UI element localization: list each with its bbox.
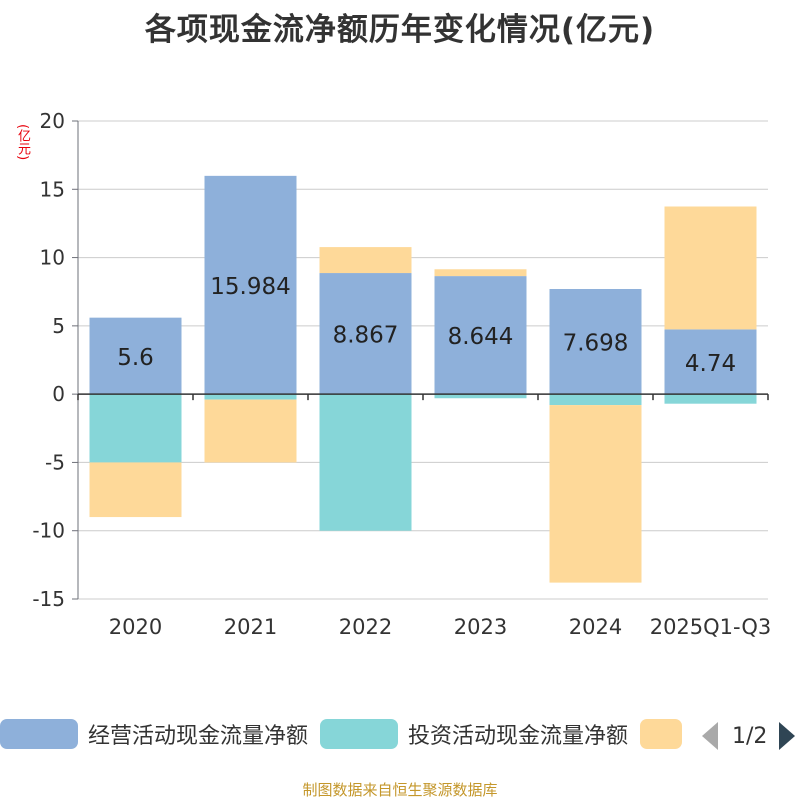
x-tick-label: 2024	[569, 615, 622, 639]
data-source-note: 制图数据来自恒生聚源数据库	[302, 781, 498, 799]
legend-page-indicator: 1/2	[732, 723, 768, 749]
chart-title: 各项现金流净额历年变化情况(亿元)	[144, 12, 656, 48]
x-tick-label: 2025Q1-Q3	[650, 615, 772, 639]
chart-legend: 经营活动现金流量净额 投资活动现金流量净额	[0, 716, 800, 756]
bar-investing-2021	[204, 394, 297, 400]
data-label: 7.698	[563, 331, 629, 357]
bar-investing-2023	[434, 394, 527, 399]
bar-investing-2020	[89, 394, 182, 463]
legend-prev-icon[interactable]	[702, 722, 718, 750]
bar-operating-2020	[89, 317, 182, 395]
bar-operating-2024	[549, 289, 642, 395]
legend-label-operating: 经营活动现金流量净额	[88, 724, 309, 749]
chart-canvas: 20 15 10 5 0 -5 -10 -15 5.6 15.984 8.867 8.644 7.698…	[32, 109, 772, 639]
y-tick-label: 5	[52, 314, 65, 338]
data-label: 4.74	[685, 351, 736, 377]
y-tick-label: -15	[32, 587, 65, 611]
data-label: 8.644	[448, 324, 514, 350]
bar-financing-2024	[549, 405, 642, 583]
y-tick-label: 20	[40, 109, 65, 133]
legend-item-financing[interactable]	[640, 716, 692, 752]
y-tick-label: 0	[52, 382, 65, 406]
bar-operating-2022	[319, 273, 412, 395]
bar-operating-2021	[204, 175, 297, 395]
bar-investing-2024	[549, 394, 642, 406]
y-axis-unit-label: (亿元)	[15, 124, 30, 161]
bar-investing-2022	[319, 394, 412, 531]
legend-swatch-financing	[640, 719, 682, 749]
y-tick-label: -10	[32, 519, 65, 543]
legend-swatch-operating	[0, 719, 78, 749]
bar-financing-2021	[204, 399, 297, 463]
legend-label-investing: 投资活动现金流量净额	[408, 724, 629, 749]
y-tick-label: -5	[45, 450, 65, 474]
data-label: 5.6	[117, 345, 154, 371]
y-tick-label: 15	[40, 177, 65, 201]
x-tick-label: 2020	[109, 615, 162, 639]
bar-financing-2025Q1-Q3	[664, 206, 757, 330]
legend-swatch-investing	[320, 719, 398, 749]
x-tick-label: 2021	[224, 615, 277, 639]
bar-financing-2022	[319, 247, 412, 274]
bar-operating-2025Q1-Q3	[664, 329, 757, 395]
legend-next-icon[interactable]	[779, 722, 796, 750]
y-tick-label: 10	[40, 246, 65, 270]
bar-operating-2023	[434, 276, 527, 395]
data-label: 15.984	[210, 274, 290, 300]
bar-financing-2023	[434, 269, 527, 277]
data-label: 8.867	[333, 323, 399, 349]
x-tick-label: 2022	[339, 615, 392, 639]
legend-item-investing[interactable]: 投资活动现金流量净额	[320, 716, 628, 752]
bar-financing-2020	[89, 462, 182, 518]
x-tick-label: 2023	[454, 615, 507, 639]
legend-item-operating[interactable]: 经营活动现金流量净额	[0, 716, 308, 752]
bar-investing-2025Q1-Q3	[664, 394, 757, 404]
legend-pager: 1/2	[702, 722, 796, 750]
